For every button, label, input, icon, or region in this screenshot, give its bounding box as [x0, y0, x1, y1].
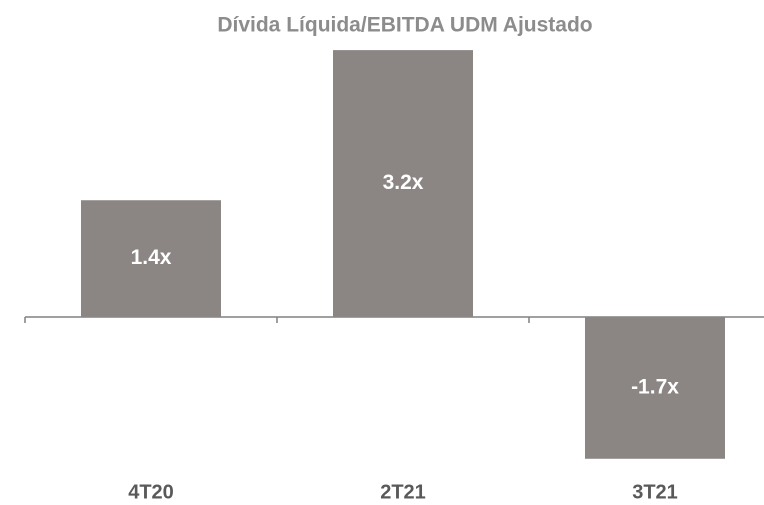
x-tick-label: 4T20	[128, 481, 174, 503]
bar	[585, 317, 725, 459]
bar	[333, 50, 473, 318]
value-label: 3.2x	[383, 171, 424, 194]
x-tick-label: 3T21	[632, 481, 678, 503]
value-label: 1.4x	[131, 246, 172, 269]
bar	[81, 200, 221, 317]
x-tick-label: 2T21	[380, 481, 426, 503]
value-label: -1.7x	[631, 375, 679, 398]
chart-title: Dívida Líquida/EBITDA UDM Ajustado	[217, 14, 592, 37]
